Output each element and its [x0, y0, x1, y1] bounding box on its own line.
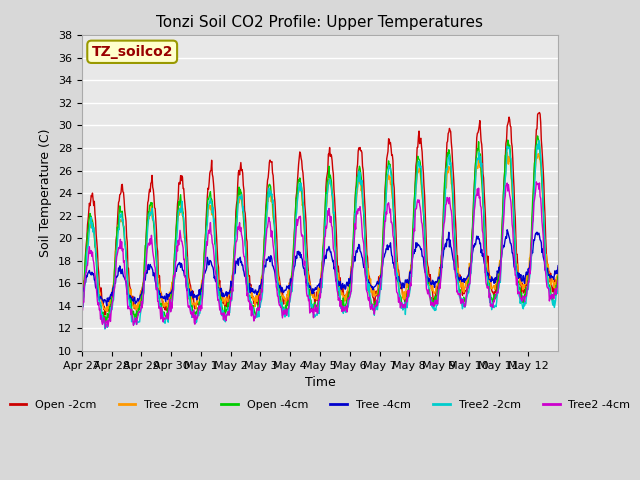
Text: TZ_soilco2: TZ_soilco2 — [92, 45, 173, 59]
X-axis label: Time: Time — [305, 376, 335, 389]
Title: Tonzi Soil CO2 Profile: Upper Temperatures: Tonzi Soil CO2 Profile: Upper Temperatur… — [157, 15, 483, 30]
Legend: Open -2cm, Tree -2cm, Open -4cm, Tree -4cm, Tree2 -2cm, Tree2 -4cm: Open -2cm, Tree -2cm, Open -4cm, Tree -4… — [5, 396, 635, 415]
Y-axis label: Soil Temperature (C): Soil Temperature (C) — [40, 129, 52, 257]
